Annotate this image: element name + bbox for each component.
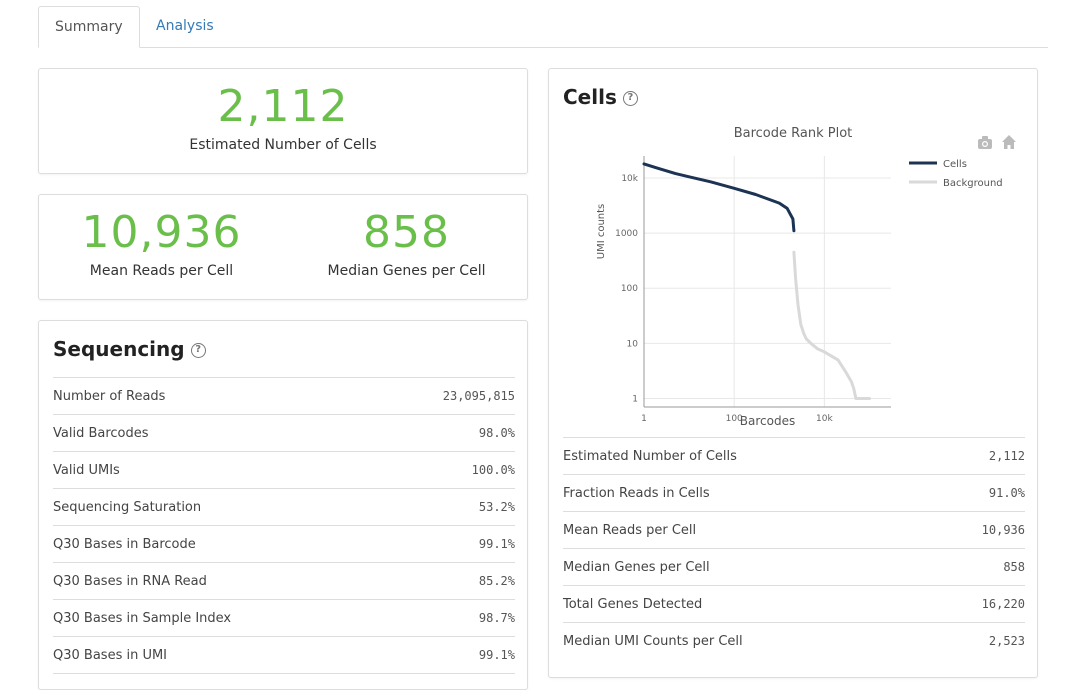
metric-label: Q30 Bases in Sample Index xyxy=(53,599,382,637)
legend-label: Background xyxy=(943,178,1003,189)
reads-genes-card: 10,936 Mean Reads per Cell 858 Median Ge… xyxy=(38,194,528,300)
y-tick-label: 1 xyxy=(632,394,638,404)
metric-value: 2,112 xyxy=(935,437,1025,475)
camera-icon[interactable] xyxy=(978,136,992,149)
metric-label: Sequencing Saturation xyxy=(53,488,382,526)
y-tick-label: 1000 xyxy=(615,229,638,239)
series-background-line xyxy=(792,250,871,400)
table-row: Median UMI Counts per Cell 2,523 xyxy=(563,622,1025,660)
tab-bar: Summary Analysis xyxy=(38,6,1048,48)
tab-analysis[interactable]: Analysis xyxy=(156,18,214,34)
sequencing-card: Sequencing? Number of Reads 23,095,815 Val… xyxy=(38,320,528,690)
metric-value: 858 xyxy=(935,548,1025,586)
table-row: Estimated Number of Cells 2,112 xyxy=(563,437,1025,475)
metric-label: Q30 Bases in RNA Read xyxy=(53,562,382,600)
table-row: Q30 Bases in UMI 99.1% xyxy=(53,636,515,674)
metric-label: Median UMI Counts per Cell xyxy=(563,622,936,660)
median-genes-metric: 858 Median Genes per Cell xyxy=(284,195,529,301)
sequencing-title: Sequencing xyxy=(53,337,185,361)
cells-title: Cells xyxy=(563,85,617,109)
table-row: Fraction Reads in Cells 91.0% xyxy=(563,474,1025,512)
x-tick-label: 100 xyxy=(726,414,743,424)
cells-count-value: 2,112 xyxy=(217,81,349,132)
help-icon[interactable]: ? xyxy=(622,91,638,106)
metric-label: Estimated Number of Cells xyxy=(563,437,936,475)
table-row: Q30 Bases in RNA Read 85.2% xyxy=(53,562,515,600)
metric-value: 100.0% xyxy=(381,451,515,489)
metric-value: 91.0% xyxy=(935,474,1025,512)
y-axis-label: UMI counts xyxy=(596,204,607,260)
median-genes-label: Median Genes per Cell xyxy=(327,263,486,279)
x-tick-label: 1 xyxy=(641,414,647,424)
metric-label: Total Genes Detected xyxy=(563,585,936,623)
x-tick-label: 10k xyxy=(816,414,833,424)
help-icon[interactable]: ? xyxy=(190,343,206,358)
metric-value: 16,220 xyxy=(935,585,1025,623)
legend-label: Cells xyxy=(943,159,967,170)
sequencing-header: Sequencing? xyxy=(53,337,206,361)
metric-label: Q30 Bases in Barcode xyxy=(53,525,382,563)
metric-label: Valid UMIs xyxy=(53,451,382,489)
cells-table: Estimated Number of Cells 2,112 Fraction R… xyxy=(563,437,1025,660)
table-row: Number of Reads 23,095,815 xyxy=(53,377,515,415)
tab-summary[interactable]: Summary xyxy=(38,6,140,48)
metric-value: 2,523 xyxy=(935,622,1025,660)
barcode-rank-plot[interactable]: Barcode Rank Plot 1 100 10k 1 10 100 1000 10k Ba… xyxy=(579,117,1019,427)
mean-reads-value: 10,936 xyxy=(81,207,242,258)
metric-value: 10,936 xyxy=(935,511,1025,549)
table-row: Q30 Bases in Sample Index 98.7% xyxy=(53,599,515,637)
table-row: Total Genes Detected 16,220 xyxy=(563,585,1025,623)
metric-label: Valid Barcodes xyxy=(53,414,382,452)
x-axis-label: Barcodes xyxy=(740,414,795,427)
metric-value: 98.7% xyxy=(381,599,515,637)
cells-header: Cells? xyxy=(563,85,638,109)
metric-value: 85.2% xyxy=(381,562,515,600)
series-cells-line xyxy=(642,162,796,233)
chart-title: Barcode Rank Plot xyxy=(734,126,853,141)
median-genes-value: 858 xyxy=(363,207,450,258)
metric-value: 99.1% xyxy=(381,525,515,563)
table-row: Sequencing Saturation 53.2% xyxy=(53,488,515,526)
table-row: Q30 Bases in Barcode 99.1% xyxy=(53,525,515,563)
mean-reads-metric: 10,936 Mean Reads per Cell xyxy=(39,195,284,301)
metric-label: Q30 Bases in UMI xyxy=(53,636,382,674)
y-tick-label: 100 xyxy=(621,284,638,294)
mean-reads-label: Mean Reads per Cell xyxy=(89,263,234,279)
metric-label: Fraction Reads in Cells xyxy=(563,474,936,512)
metric-value: 23,095,815 xyxy=(381,377,515,415)
cells-card: Cells? Barcode Rank Plot 1 100 10k 1 10 100 10… xyxy=(548,68,1038,678)
metric-value: 98.0% xyxy=(381,414,515,452)
home-icon[interactable] xyxy=(1002,135,1016,149)
table-row: Valid UMIs 100.0% xyxy=(53,451,515,489)
y-tick-label: 10 xyxy=(627,339,639,349)
sequencing-table: Number of Reads 23,095,815 Valid Barcodes 9… xyxy=(53,377,515,674)
metric-label: Median Genes per Cell xyxy=(563,548,936,586)
metric-value: 99.1% xyxy=(381,636,515,674)
table-row: Valid Barcodes 98.0% xyxy=(53,414,515,452)
table-row: Median Genes per Cell 858 xyxy=(563,548,1025,586)
metric-label: Mean Reads per Cell xyxy=(563,511,936,549)
metric-label: Number of Reads xyxy=(53,377,382,415)
table-row: Mean Reads per Cell 10,936 xyxy=(563,511,1025,549)
metric-value: 53.2% xyxy=(381,488,515,526)
cells-count-card: 2,112 Estimated Number of Cells xyxy=(38,68,528,174)
cells-count-label: Estimated Number of Cells xyxy=(189,137,377,153)
y-tick-label: 10k xyxy=(621,174,638,184)
